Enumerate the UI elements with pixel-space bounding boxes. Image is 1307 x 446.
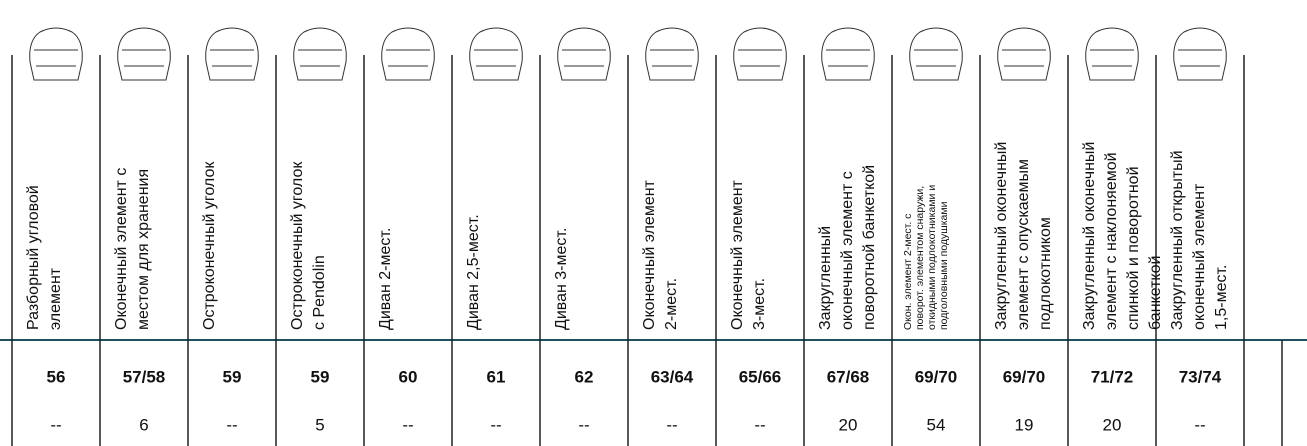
quantity: --: [578, 415, 589, 434]
furniture-icon: [117, 27, 171, 81]
quantity: 5: [315, 415, 324, 434]
furniture-icon: [645, 27, 699, 81]
column-label: 3-мест.: [751, 278, 768, 330]
column-label: элемент с наклоняемой: [1103, 152, 1120, 330]
furniture-icon: [29, 27, 83, 81]
furniture-icon: [1173, 27, 1227, 81]
page-number: 71/72: [1091, 367, 1134, 386]
column-label: местом для хранения: [135, 169, 152, 330]
quantity: --: [754, 415, 765, 434]
quantity: 20: [839, 415, 858, 434]
column-label: Закругленный: [817, 226, 834, 330]
column-label: Диван 2-мест.: [377, 228, 394, 330]
column-label: подлокотником: [1037, 217, 1054, 330]
furniture-icon: [469, 27, 523, 81]
quantity: --: [666, 415, 677, 434]
quantity: --: [50, 415, 61, 434]
page-number: 59: [223, 367, 242, 386]
furniture-icon: [733, 27, 787, 81]
column-label: Оконечный элемент: [641, 179, 658, 330]
furniture-icon: [1085, 27, 1139, 81]
column-label: поворот. элементом снаружи,: [914, 186, 926, 330]
column-label: спинкой и поворотной: [1125, 166, 1142, 330]
furniture-icon: [557, 27, 611, 81]
page-number: 59: [311, 367, 330, 386]
column-label: Закругленный открытый: [1169, 150, 1186, 330]
column-label: Разборный угловой: [25, 185, 42, 330]
column-label: подголовными подушками: [938, 201, 950, 330]
page-number: 63/64: [651, 367, 694, 386]
column-label: элемент: [47, 267, 64, 330]
page-number: 73/74: [1179, 367, 1222, 386]
page-number: 69/70: [1003, 367, 1046, 386]
page-number: 67/68: [827, 367, 870, 386]
furniture-icon: [821, 27, 875, 81]
column-label: Оконечный элемент с: [113, 168, 130, 330]
quantity: 54: [927, 415, 946, 434]
column-label: Остроконечный уголок: [201, 161, 218, 330]
column-label: поворотной банкеткой: [861, 165, 878, 330]
column-label: оконечный элемент с: [839, 171, 856, 330]
furniture-icon: [205, 27, 259, 81]
column-label: 1,5-мест.: [1213, 265, 1230, 330]
quantity: --: [226, 415, 237, 434]
column-label: Диван 2,5-мест.: [465, 214, 482, 330]
column-label: Закругленный оконечный: [1081, 142, 1098, 330]
quantity: --: [1194, 415, 1205, 434]
column-label: 2-мест.: [663, 278, 680, 330]
quantity: 20: [1103, 415, 1122, 434]
column-label: банкеткой: [1147, 256, 1164, 330]
column-label: Оконечный элемент: [729, 179, 746, 330]
furniture-icon: [381, 27, 435, 81]
furniture-icon: [997, 27, 1051, 81]
furniture-icon: [293, 27, 347, 81]
page-number: 62: [575, 367, 594, 386]
page-number: 60: [399, 367, 418, 386]
page-number: 61: [487, 367, 506, 386]
quantity: --: [402, 415, 413, 434]
furniture-icon: [909, 27, 963, 81]
column-label: Закругленный оконечный: [993, 142, 1010, 330]
quantity: 6: [139, 415, 148, 434]
column-label: откидными подлокотниками и: [926, 185, 938, 330]
column-label: элемент с опускаемым: [1015, 159, 1032, 330]
quantity: 19: [1015, 415, 1034, 434]
column-label: Окон. элемент 2-мест. с: [902, 214, 914, 330]
page-number: 57/58: [123, 367, 166, 386]
page-number: 65/66: [739, 367, 782, 386]
quantity: --: [490, 415, 501, 434]
column-label: Остроконечный уголок: [289, 161, 306, 330]
column-label: оконечный элемент: [1191, 183, 1208, 330]
column-label: с Pendolin: [311, 255, 328, 330]
column-label: Диван 3-мест.: [553, 228, 570, 330]
page-number: 56: [47, 367, 66, 386]
page-number: 69/70: [915, 367, 958, 386]
